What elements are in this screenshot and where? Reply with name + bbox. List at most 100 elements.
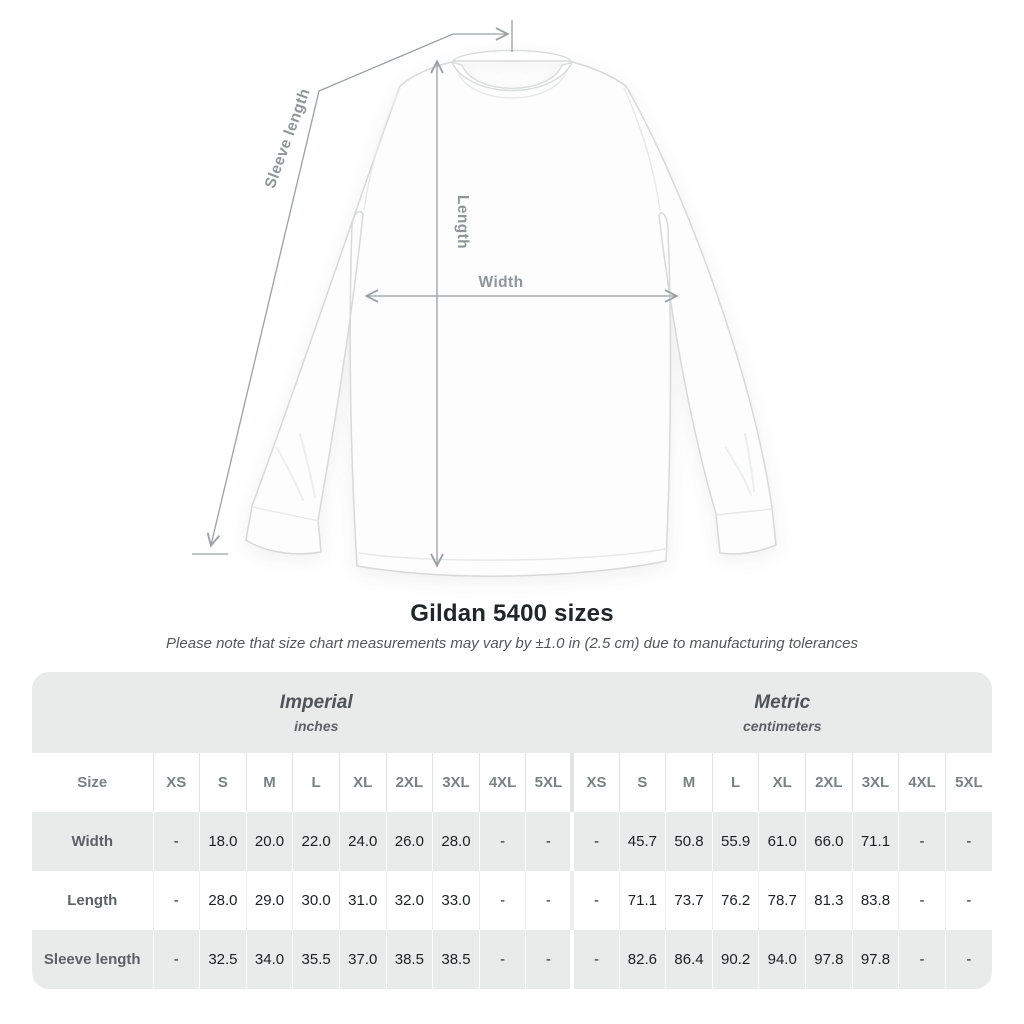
size-header-imperial-xl: XL — [338, 753, 387, 812]
cell-sleeve-length-metric-m: 86.4 — [665, 930, 713, 989]
size-table-card: Imperial inches Metric centimeters Size XS S M L… — [32, 672, 992, 989]
cell-sleeve-length-metric-xs: - — [570, 930, 620, 989]
cell-length-imperial-m: 29.0 — [245, 871, 293, 930]
cell-length-imperial-xs: - — [152, 871, 200, 930]
table-row-sleeve-length: Sleeve length -32.5 34.0 35.5 37.0 38.5 38.5- -… — [32, 930, 992, 989]
cell-width-imperial-xs: - — [152, 812, 200, 871]
tolerance-note: Please note that size chart measurements… — [166, 635, 858, 652]
size-header-metric-4xl: 4XL — [898, 753, 946, 812]
cell-sleeve-length-imperial-xs: - — [152, 930, 200, 989]
cell-length-imperial-4xl: - — [478, 871, 526, 930]
cell-length-imperial-3xl: 33.0 — [432, 871, 480, 930]
cell-width-imperial-3xl: 28.0 — [432, 812, 480, 871]
right-cuff-wrinkles — [725, 433, 755, 496]
group-unit-inches: inches — [294, 717, 339, 734]
cell-sleeve-length-imperial-s: 32.5 — [199, 930, 247, 989]
cell-sleeve-length-metric-l: 90.2 — [711, 930, 759, 989]
group-header-metric: Metric centimeters — [572, 672, 992, 753]
cell-width-metric-xl: 61.0 — [758, 812, 806, 871]
group-header-imperial: Imperial inches — [32, 672, 573, 753]
cell-width-metric-m: 50.8 — [665, 812, 713, 871]
size-header-imperial-4xl: 4XL — [478, 753, 526, 812]
group-label-imperial: Imperial — [279, 691, 353, 713]
size-header-imperial-2xl: 2XL — [385, 753, 433, 812]
size-header-imperial-s: S — [199, 753, 247, 812]
cell-length-metric-xs: - — [570, 871, 620, 930]
cell-length-metric-xl: 78.7 — [758, 871, 806, 930]
cell-sleeve-length-imperial-2xl: 38.5 — [385, 930, 433, 989]
cell-length-imperial-s: 28.0 — [199, 871, 247, 930]
size-header-metric-5xl: 5XL — [944, 753, 992, 812]
size-header-imperial-m: M — [245, 753, 293, 812]
cell-width-metric-s: 45.7 — [618, 812, 666, 871]
cell-width-metric-3xl: 71.1 — [851, 812, 899, 871]
cell-width-metric-xs: - — [570, 812, 620, 871]
cell-sleeve-length-metric-s: 82.6 — [618, 930, 666, 989]
right-shoulder-seam — [623, 87, 661, 211]
cell-sleeve-length-imperial-3xl: 38.5 — [432, 930, 480, 989]
cell-length-metric-s: 71.1 — [618, 871, 666, 930]
shirt-body-shape — [245, 61, 777, 577]
size-header-imperial-3xl: 3XL — [432, 753, 480, 812]
unit-group-header-row: Imperial inches Metric centimeters — [32, 672, 992, 753]
cell-sleeve-length-imperial-4xl: - — [478, 930, 526, 989]
cell-sleeve-length-imperial-5xl: - — [525, 930, 573, 989]
table-row-width: Width -18.0 20.0 22.0 24.0 26.0 28.0- - -45.7 50.… — [32, 812, 992, 871]
size-header-metric-m: M — [665, 753, 713, 812]
size-header-imperial-l: L — [292, 753, 340, 812]
long-sleeve-shirt-illustration — [245, 49, 777, 577]
cell-sleeve-length-metric-2xl: 97.8 — [805, 930, 853, 989]
size-header-metric-xs: XS — [570, 753, 620, 812]
cell-length-imperial-l: 30.0 — [292, 871, 340, 930]
cell-sleeve-length-imperial-l: 35.5 — [292, 930, 340, 989]
cell-width-imperial-4xl: - — [478, 812, 526, 871]
sleeve-length-label: Sleeve length — [262, 86, 314, 191]
size-header-imperial-xs: XS — [152, 753, 200, 812]
cell-sleeve-length-imperial-xl: 37.0 — [338, 930, 387, 989]
cell-width-metric-l: 55.9 — [711, 812, 759, 871]
row-label-width: Width — [71, 833, 113, 850]
row-label-length: Length — [67, 892, 118, 909]
cell-sleeve-length-metric-5xl: - — [944, 930, 992, 989]
cell-length-metric-4xl: - — [898, 871, 946, 930]
cell-width-imperial-xl: 24.0 — [338, 812, 387, 871]
cell-length-metric-2xl: 81.3 — [805, 871, 853, 930]
cell-width-imperial-2xl: 26.0 — [385, 812, 433, 871]
size-table: Imperial inches Metric centimeters Size XS S M L… — [32, 672, 992, 989]
size-column-header: Size — [32, 753, 153, 812]
shirt-size-diagram: Sleeve length Length Width — [192, 20, 777, 577]
cell-length-imperial-5xl: - — [525, 871, 573, 930]
cell-sleeve-length-imperial-m: 34.0 — [245, 930, 293, 989]
size-header-metric-s: S — [618, 753, 666, 812]
size-header-metric-3xl: 3XL — [851, 753, 899, 812]
size-header-imperial-5xl: 5XL — [525, 753, 573, 812]
table-row-length: Length -28.0 29.0 30.0 31.0 32.0 33.0- - -71.1 73… — [32, 871, 992, 930]
cell-width-imperial-5xl: - — [525, 812, 573, 871]
hem-seam — [358, 548, 666, 561]
row-label-sleeve-length: Sleeve length — [43, 951, 141, 968]
sleeve-length-arrow — [206, 27, 510, 548]
cell-length-metric-l: 76.2 — [711, 871, 759, 930]
size-header-metric-xl: XL — [758, 753, 806, 812]
cell-width-imperial-s: 18.0 — [199, 812, 247, 871]
cell-length-metric-5xl: - — [944, 871, 992, 930]
cell-width-imperial-m: 20.0 — [245, 812, 293, 871]
length-label: Length — [454, 195, 471, 249]
cell-length-metric-m: 73.7 — [665, 871, 713, 930]
size-header-metric-2xl: 2XL — [805, 753, 853, 812]
cell-length-imperial-2xl: 32.0 — [385, 871, 433, 930]
group-unit-centimeters: centimeters — [742, 717, 822, 734]
page-title: Gildan 5400 sizes — [410, 600, 614, 627]
cell-length-metric-3xl: 83.8 — [851, 871, 899, 930]
cell-sleeve-length-metric-xl: 94.0 — [758, 930, 806, 989]
cell-width-metric-2xl: 66.0 — [805, 812, 853, 871]
cell-width-metric-4xl: - — [898, 812, 946, 871]
size-header-metric-l: L — [711, 753, 759, 812]
group-label-metric: Metric — [754, 691, 811, 713]
cell-sleeve-length-metric-3xl: 97.8 — [851, 930, 899, 989]
cell-width-imperial-l: 22.0 — [292, 812, 340, 871]
width-label: Width — [479, 274, 524, 291]
cell-width-metric-5xl: - — [944, 812, 992, 871]
cell-length-imperial-xl: 31.0 — [338, 871, 387, 930]
size-header-row: Size XS S M L XL 2XL 3XL 4XL 5XL XS S M L XL 2XL 3XL 4XL 5… — [32, 753, 992, 812]
